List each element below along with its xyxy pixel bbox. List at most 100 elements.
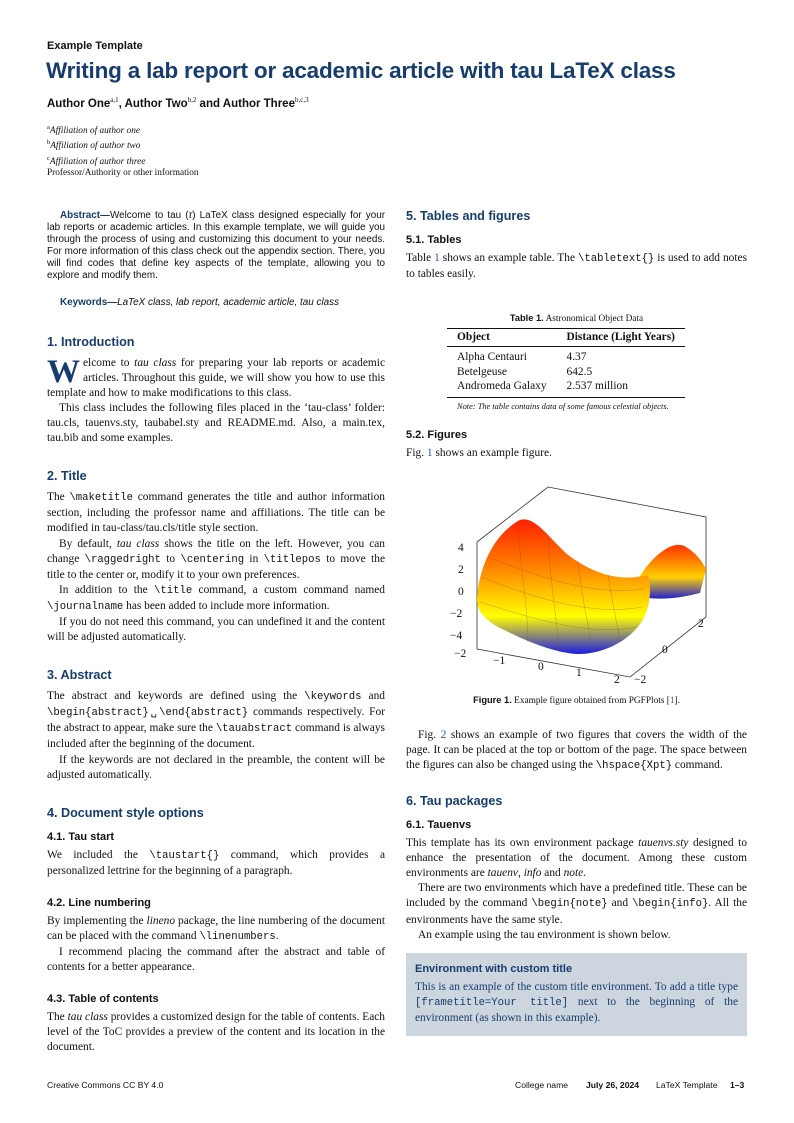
affiliation: bAffiliation of author two bbox=[47, 137, 145, 152]
inline-code: \begin{info} bbox=[632, 898, 709, 911]
cross-reference-link[interactable]: 2 bbox=[440, 728, 447, 741]
inline-code: \linenumbers bbox=[199, 931, 276, 943]
z-tick: −2 bbox=[450, 608, 462, 620]
emphasis: tau class bbox=[134, 356, 177, 369]
surface-back-lobe bbox=[638, 544, 706, 599]
title-section-body: The \maketitle command generates the tit… bbox=[47, 490, 385, 645]
environment-title: Environment with custom title bbox=[415, 962, 573, 975]
author-list: Author Onea,1, Author Twob,2 and Author … bbox=[47, 96, 309, 110]
dropcap-letter: W bbox=[47, 353, 80, 390]
surface-front bbox=[477, 519, 650, 654]
after-figure-body: Fig. 2 shows an example of two figures t… bbox=[406, 728, 747, 774]
cross-reference-link[interactable]: 1 bbox=[426, 446, 433, 459]
z-tick: 0 bbox=[458, 586, 464, 598]
paragraph: Fig. 2 shows an example of two figures t… bbox=[406, 728, 747, 772]
paragraph: The tau class provides a customized desi… bbox=[47, 1011, 386, 1054]
footer-college: College name bbox=[515, 1080, 569, 1090]
x-tick: 1 bbox=[576, 667, 582, 679]
table-cell: Andromeda Galaxy bbox=[447, 379, 557, 398]
inline-code: \tabletext{} bbox=[578, 253, 655, 265]
author: Author One bbox=[47, 97, 111, 110]
footer-date: July 26, 2024 bbox=[586, 1080, 640, 1090]
paragraph: The abstract and keywords are defined us… bbox=[47, 690, 385, 751]
author-affil-marks: b,2 bbox=[187, 96, 197, 104]
page-title: Writing a lab report or academic article… bbox=[46, 58, 676, 84]
emphasis: tau class bbox=[67, 1011, 108, 1024]
inline-code: \titlepos bbox=[263, 553, 321, 566]
author: Author Two bbox=[124, 97, 188, 110]
back-frame bbox=[476, 486, 707, 617]
section-heading-title: 2. Title bbox=[47, 469, 87, 484]
figure-caption: Figure 1. Example figure obtained from P… bbox=[406, 694, 747, 707]
figure-caption-label: Figure 1. bbox=[473, 694, 512, 705]
column-header: Distance (Light Years) bbox=[556, 328, 685, 348]
paragraph: I recommend placing the command after th… bbox=[47, 946, 385, 974]
custom-title-environment-box: Environment with custom title This is an… bbox=[406, 952, 747, 1037]
footer-license: Creative Commons CC BY 4.0 bbox=[47, 1080, 164, 1090]
table-cell: 2.537 million bbox=[556, 379, 685, 398]
axis-box bbox=[476, 486, 707, 678]
emphasis: lineno bbox=[146, 914, 176, 927]
x-tick-labels: −2 −1 0 1 2 bbox=[454, 648, 620, 686]
table-row: Andromeda Galaxy 2.537 million bbox=[447, 379, 685, 398]
x-tick: 0 bbox=[538, 661, 544, 673]
line-numbering-body: By implementing the lineno package, the … bbox=[47, 914, 385, 975]
footer-template: LaTeX Template bbox=[656, 1080, 717, 1090]
inline-code: \raggedright bbox=[84, 553, 161, 566]
subsection-heading-toc: 4.3. Table of contents bbox=[47, 993, 159, 1006]
y-tick: −2 bbox=[634, 674, 646, 686]
paragraph: In addition to the \title command, a cus… bbox=[47, 583, 385, 613]
column-header: Object bbox=[447, 328, 557, 348]
inline-code: \centering bbox=[180, 553, 245, 566]
paragraph: There are two environments which have a … bbox=[406, 882, 747, 926]
page-number: 1–3 bbox=[730, 1080, 745, 1090]
table-note: Note: The table contains data of some fa… bbox=[457, 401, 669, 411]
inline-code: \maketitle bbox=[69, 492, 134, 505]
professor-info: Professor/Authority or other information bbox=[47, 168, 199, 178]
subsection-heading-line-numbering: 4.2. Line numbering bbox=[47, 896, 151, 909]
tables-body: Table 1 shows an example table. The \tab… bbox=[406, 251, 747, 282]
z-tick: 2 bbox=[458, 564, 464, 576]
inline-code: [frametitle=Your title] bbox=[415, 996, 569, 1009]
x-tick: −2 bbox=[454, 648, 466, 660]
author-affil-marks: a,1 bbox=[110, 96, 119, 104]
inline-code: \tauabstract bbox=[215, 723, 293, 736]
table-row: Betelgeuse 642.5 bbox=[447, 365, 685, 380]
figure-caption-text: Example figure obtained from PGFPlots [ bbox=[511, 695, 670, 706]
astronomy-table: Object Distance (Light Years) Alpha Cent… bbox=[447, 328, 685, 398]
figure-caption-end: ]. bbox=[674, 695, 680, 706]
abstract-section-body: The abstract and keywords are defined us… bbox=[47, 689, 385, 783]
left-column: Abstract—Welcome to tau (τ) LaTeX class … bbox=[47, 210, 385, 1056]
tauenvs-body: This template has its own environment pa… bbox=[406, 836, 747, 943]
inline-code: \begin{abstract}␣\end{abstract} bbox=[47, 707, 249, 720]
affil-text: Affiliation of author one bbox=[49, 126, 141, 137]
latex-logo: LaTeX bbox=[656, 1080, 681, 1090]
paragraph: By default, tau class shows the title on… bbox=[47, 537, 385, 581]
z-tick-labels: 4 2 0 −2 −4 bbox=[450, 542, 464, 642]
table-cell: Betelgeuse bbox=[457, 365, 507, 378]
paragraph: We included the \taustart{} command, whi… bbox=[47, 848, 386, 877]
paragraph: If the keywords are not declared in the … bbox=[47, 753, 385, 781]
toc-body: The tau class provides a customized desi… bbox=[47, 1010, 385, 1055]
citation-link[interactable]: 1 bbox=[669, 695, 675, 706]
table-header-row: Object Distance (Light Years) bbox=[447, 328, 685, 348]
subsection-heading-tables: 5.1. Tables bbox=[406, 234, 462, 246]
subsection-heading-figures: 5.2. Figures bbox=[406, 428, 468, 441]
table-cell: Alpha Centauri bbox=[457, 351, 527, 364]
x-tick: 2 bbox=[614, 674, 620, 686]
affil-mark: a bbox=[47, 124, 50, 131]
table-row: Alpha Centauri 4.37 bbox=[447, 347, 685, 365]
paragraph: This class includes the following files … bbox=[47, 401, 385, 445]
inline-code: \hspace{Xpt} bbox=[595, 759, 673, 772]
inline-code: \journalname bbox=[47, 600, 124, 613]
affil-mark: b bbox=[47, 139, 51, 147]
environment-body: This is an example of the custom title e… bbox=[415, 980, 738, 1025]
paragraph: Table 1 shows an example table. The \tab… bbox=[406, 252, 748, 281]
affil-mark: c bbox=[47, 154, 50, 162]
cross-reference-link[interactable]: 1 bbox=[434, 252, 440, 264]
y-tick-labels: −2 0 2 bbox=[634, 618, 704, 686]
emphasis: tau class bbox=[116, 537, 160, 550]
latex-logo: LaTeX bbox=[549, 58, 615, 83]
